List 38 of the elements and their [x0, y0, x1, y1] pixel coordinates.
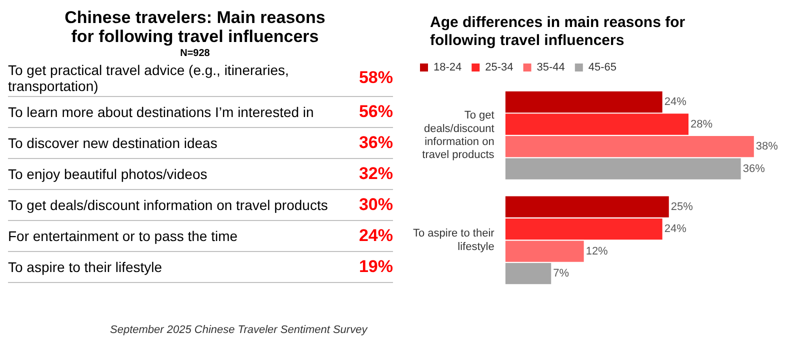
legend-label: 45-65 — [588, 62, 617, 74]
bar — [505, 158, 741, 180]
text: Chinese travelers: Main reasons for following travel influencers — [64, 8, 326, 46]
bar — [505, 240, 584, 262]
bar — [505, 136, 754, 158]
text: 30% — [358, 195, 393, 214]
text: 19% — [358, 257, 393, 276]
text: 58% — [358, 68, 393, 87]
category-label: To enjoy beautiful photos/videos — [8, 166, 208, 182]
chart-title: Age differences in main reasons for following travel influencers — [430, 14, 686, 50]
category-label: To get practical travel advice (e.g., itineraries, transportation) — [8, 62, 290, 94]
bar — [505, 196, 669, 218]
category-label: To learn more about destinations I’m interested in — [8, 104, 315, 120]
legend-label: 35-44 — [536, 62, 565, 74]
text: 36% — [358, 133, 393, 152]
category-label: For entertainment or to pass the time — [8, 228, 239, 244]
legend-label: 25-34 — [485, 62, 514, 74]
bar — [505, 114, 688, 135]
data-label: 28% — [690, 118, 713, 130]
category-label: To get deals/discount information on travel products — [8, 197, 329, 213]
data-label: 38% — [756, 140, 778, 153]
bar — [505, 91, 662, 113]
data-label: 36% — [742, 162, 766, 175]
text: 24% — [358, 226, 393, 245]
text: September 2025 Chinese Traveler Sentiment Survey — [110, 324, 369, 336]
text: 32% — [358, 164, 393, 183]
bar — [505, 263, 552, 284]
category-label: To aspire to their lifestyle — [8, 259, 164, 275]
data-label: 24% — [664, 223, 687, 236]
legend-label: 18-24 — [434, 62, 462, 74]
data-label: 12% — [586, 245, 608, 258]
data-label: 25% — [670, 200, 694, 213]
text: 56% — [358, 102, 393, 121]
data-label: 7% — [553, 268, 570, 280]
category-label: To discover new destination ideas — [8, 135, 218, 151]
text: N=928 — [179, 48, 211, 59]
data-label: 24% — [664, 96, 687, 108]
bar — [505, 218, 662, 240]
